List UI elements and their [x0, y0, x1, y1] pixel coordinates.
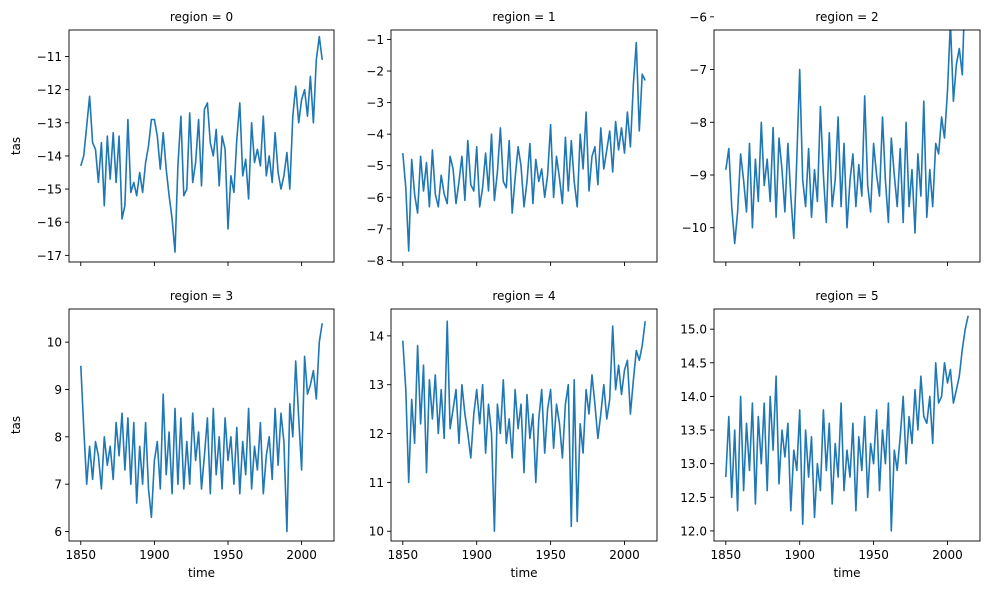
y-axis-label: tas [9, 416, 23, 434]
x-axis-label: time [188, 566, 215, 580]
x-tick-label: 2000 [932, 548, 963, 562]
x-tick-label: 1900 [784, 548, 815, 562]
subplot-region-3: region = 3 6 7 8 9 10 1850 1900 1950 2000 time tas [9, 289, 335, 580]
y-tick-label: −12 [37, 83, 62, 97]
axes-frame [713, 308, 981, 542]
x-tick-label: 1850 [388, 548, 419, 562]
series-line-tas [80, 323, 323, 533]
y-tick-label: 15.0 [680, 323, 707, 337]
y-tick-label: 10 [369, 525, 384, 539]
subplot-grid: region = 0−17−16−15−14−13−12−11tasregion… [9, 10, 981, 580]
series-line-tas [402, 41, 646, 252]
y-tick-label: −8 [689, 116, 707, 130]
y-tick-label: 12.5 [680, 491, 707, 505]
series-line-tas [80, 35, 323, 253]
y-tick-label: −5 [366, 159, 384, 173]
y-tick-label: −10 [682, 221, 707, 235]
y-tick-label: 13 [369, 378, 384, 392]
y-tick-label: 10 [47, 336, 62, 350]
y-tick-label: −1 [366, 33, 384, 47]
y-tick-label: 8 [54, 430, 62, 444]
subplot-region-1: region = 1 −8 −7 −6 −5 −4 −3 −2 −1 [366, 10, 658, 268]
y-tick-label: 13.0 [680, 457, 707, 471]
subplot-region-2: region = 2 −10 −9 −8 −7 −6 [682, 10, 981, 266]
y-tick-label: −3 [366, 96, 384, 110]
y-tick-label: −2 [366, 65, 384, 79]
series-line-tas [725, 315, 969, 532]
subplot-title: region = 1 [492, 10, 555, 24]
y-tick-label: −13 [37, 116, 62, 130]
y-tick-label: −8 [366, 254, 384, 268]
axes-frame [713, 29, 981, 263]
y-tick-label: 13.5 [680, 424, 707, 438]
subplot-region-4: region = 4 10 11 12 13 14 1850 1900 1950 2000 time [369, 289, 658, 580]
series-line-tas [725, 30, 965, 245]
y-axis-label: tas [9, 137, 23, 155]
y-tick-label: 14.0 [680, 390, 707, 404]
axes-frame [390, 308, 658, 542]
x-axis-label: time [510, 566, 537, 580]
y-tick-label: 12 [369, 427, 384, 441]
y-tick-label: 9 [54, 383, 62, 397]
x-tick-label: 1950 [858, 548, 889, 562]
x-tick-label: 2000 [609, 548, 640, 562]
x-tick-label: 1850 [711, 548, 742, 562]
y-tick-label: −6 [689, 10, 707, 24]
y-tick-label: −17 [37, 249, 62, 263]
x-tick-label: 1900 [461, 548, 492, 562]
series-line-tas [402, 320, 646, 533]
axes-frame [390, 29, 658, 263]
y-tick-label: −15 [37, 183, 62, 197]
subplot-title: region = 4 [492, 289, 555, 303]
y-tick-label: −7 [689, 63, 707, 77]
y-tick-label: −16 [37, 216, 62, 230]
y-tick-label: 7 [54, 478, 62, 492]
x-tick-label: 1850 [66, 548, 97, 562]
y-tick-label: −4 [366, 128, 384, 142]
subplot-title: region = 3 [170, 289, 233, 303]
y-tick-label: −14 [37, 149, 62, 163]
x-axis-label: time [833, 566, 860, 580]
subplot-region-5: region = 5 12.0 12.5 13.0 13.5 14.0 14.5 15.0 18… [680, 289, 981, 580]
x-tick-label: 1900 [139, 548, 170, 562]
y-tick-label: 12.0 [680, 524, 707, 538]
subplot-title: region = 0 [170, 10, 233, 24]
x-tick-label: 2000 [286, 548, 317, 562]
y-tick-label: 11 [369, 476, 384, 490]
y-tick-label: −9 [689, 169, 707, 183]
subplot-title: region = 2 [815, 10, 878, 24]
axes-frame [68, 308, 335, 542]
y-tick-label: 14.5 [680, 356, 707, 370]
subplot-region-0: region = 0 −17 −16 −15 −14 −13 −12 −11 tas [9, 10, 335, 266]
y-tick-label: −6 [366, 191, 384, 205]
axes-frame [68, 29, 335, 263]
y-tick-label: 14 [369, 329, 384, 343]
y-tick-label: −7 [366, 222, 384, 236]
y-tick-label: 6 [54, 525, 62, 539]
x-tick-label: 1950 [535, 548, 566, 562]
subplot-title: region = 5 [815, 289, 878, 303]
x-tick-label: 1950 [213, 548, 244, 562]
y-tick-label: −11 [37, 50, 62, 64]
